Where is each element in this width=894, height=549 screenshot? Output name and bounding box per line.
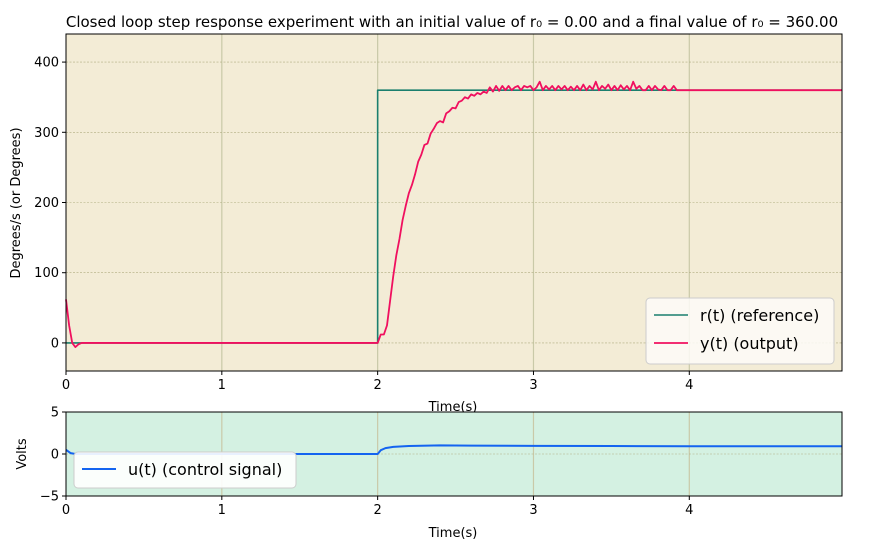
response-series <box>65 80 842 349</box>
response-y-axis-label: Degrees/s (or Degrees) <box>9 127 24 278</box>
control-x-tick-label: 2 <box>374 503 382 518</box>
control-signal-chart: 0 1 2 3 4−505 Time(s) Volts u(t) (control si… <box>15 406 843 541</box>
control-legend-box <box>73 451 297 489</box>
response-title: Closed loop step response experiment wit… <box>66 13 838 31</box>
control-y-axis-label: Volts <box>15 438 30 470</box>
control-legend: u(t) (control signal) <box>73 451 297 489</box>
response-y-tick-label: 400 <box>34 56 59 71</box>
output-series-line <box>65 80 842 349</box>
control-x-tick-label: 0 <box>62 503 70 518</box>
control-x-tick-label: 4 <box>685 503 693 518</box>
control-x-tick-label: 1 <box>218 503 226 518</box>
control-ticks: 0 1 2 3 4−505 <box>40 406 694 519</box>
control-x-axis-label: Time(s) <box>428 526 478 541</box>
response-y-tick-label: 200 <box>34 196 59 211</box>
response-chart: 0 1 2 3 4 0 100 200 300 400 Closed loop step resp… <box>9 13 843 415</box>
response-x-tick-label: 2 <box>374 378 382 393</box>
response-ticks: 0 1 2 3 4 0 100 200 300 400 <box>34 56 693 393</box>
response-x-tick-label: 3 <box>529 378 537 393</box>
control-y-tick-label: −5 <box>40 490 59 505</box>
response-x-tick-label: 4 <box>685 378 693 393</box>
response-x-axis-label: Time(s) <box>428 400 478 415</box>
response-x-tick-label: 1 <box>218 378 226 393</box>
legend-control-label: u(t) (control signal) <box>128 460 282 479</box>
response-legend-box <box>645 297 835 365</box>
control-y-tick-label: 0 <box>51 448 59 463</box>
control-x-tick-label: 3 <box>529 503 537 518</box>
response-legend: r(t) (reference) y(t) (output) <box>645 297 835 365</box>
legend-output-label: y(t) (output) <box>700 334 799 353</box>
response-y-tick-label: 100 <box>34 266 59 281</box>
response-y-tick-label: 300 <box>34 126 59 141</box>
legend-reference-label: r(t) (reference) <box>700 306 819 325</box>
response-x-tick-label: 0 <box>62 378 70 393</box>
response-y-tick-label: 0 <box>51 336 59 351</box>
response-title-text: Closed loop step response experiment wit… <box>66 13 838 31</box>
control-y-tick-label: 5 <box>51 406 59 421</box>
